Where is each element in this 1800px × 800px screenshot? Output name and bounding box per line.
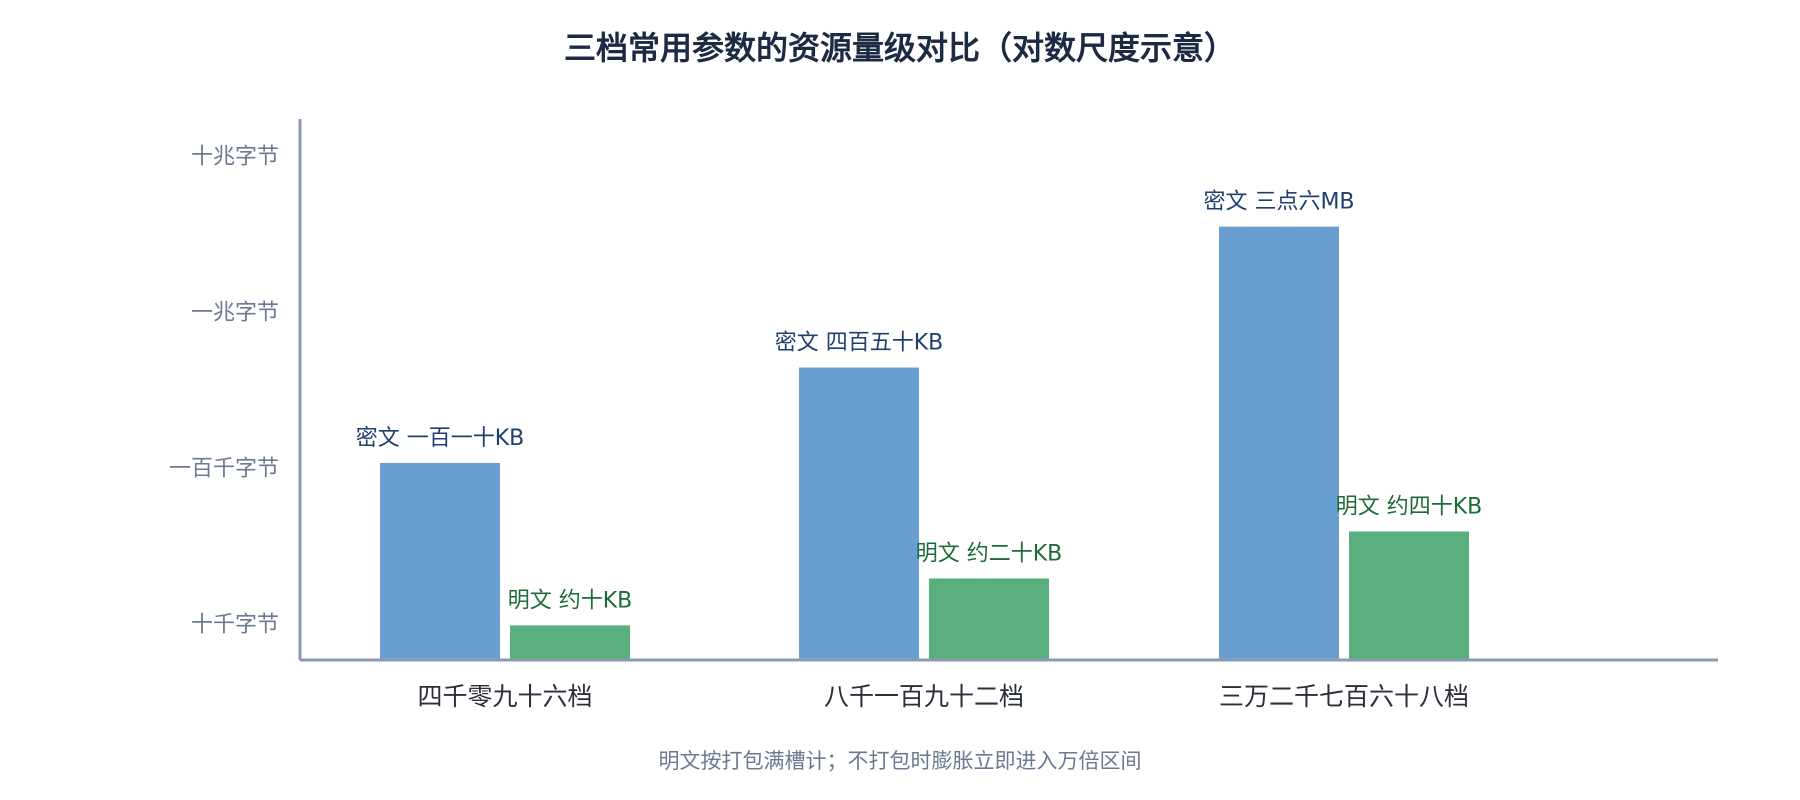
x-tick-label: 三万二千七百六十八档 [1219,682,1469,711]
value-label: 密文 一百一十KB [356,426,525,451]
bar [1349,531,1469,660]
bar [380,462,500,660]
value-label: 密文 四百五十KB [775,331,944,356]
bar [929,578,1049,660]
x-tick-label: 四千零九十六档 [417,682,592,711]
bar [799,367,919,660]
bar [1219,226,1339,660]
value-label: 明文 约二十KB [916,541,1063,566]
footnote: 明文按打包满槽计；不打包时膨胀立即进入万倍区间 [659,749,1142,773]
x-tick-label: 八千一百九十二档 [824,682,1024,711]
value-label: 密文 三点六MB [1203,190,1354,215]
y-tick-label: 十兆字节 [191,144,279,169]
bar [510,625,630,660]
value-label: 明文 约十KB [508,588,633,613]
chart-title: 三档常用参数的资源量级对比（对数尺度示意） [564,29,1236,67]
y-tick-label: 一兆字节 [191,300,279,325]
y-tick-label: 一百千字节 [169,456,279,481]
value-label: 明文 约四十KB [1336,494,1483,519]
y-tick-label: 十千字节 [191,612,279,637]
